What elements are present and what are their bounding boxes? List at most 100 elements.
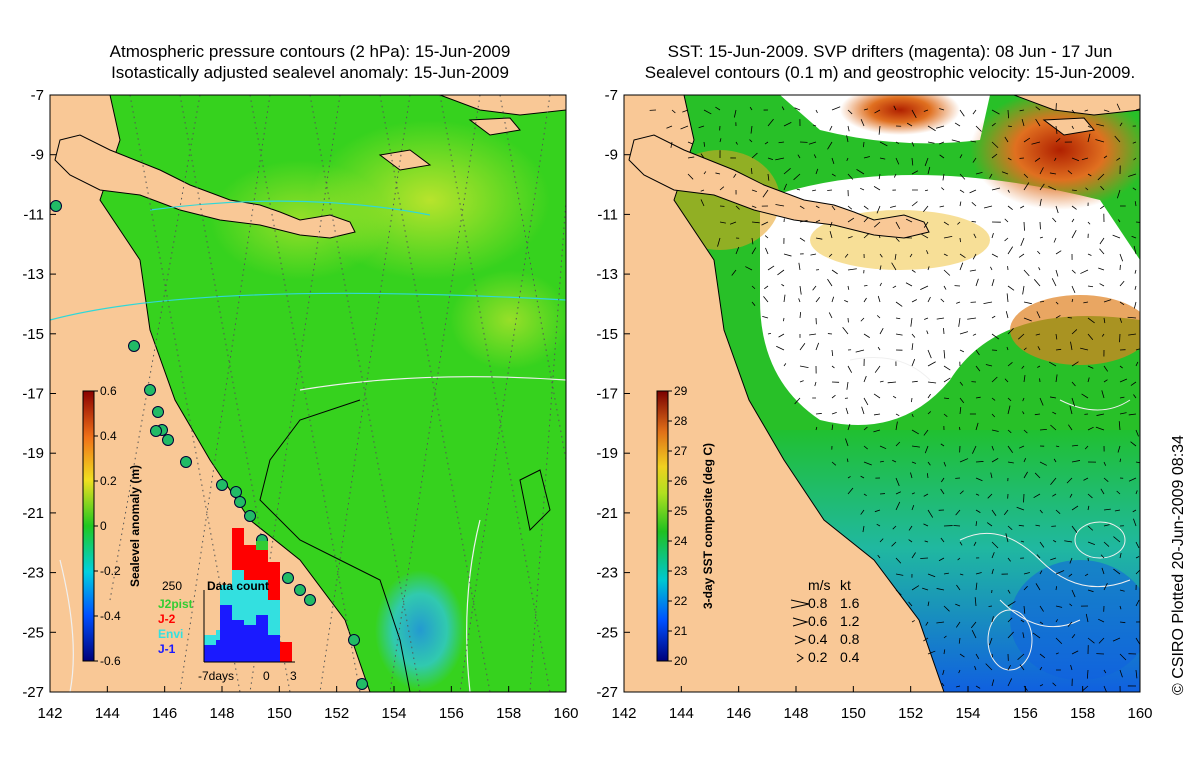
- pressure-contour: [299, 376, 566, 391]
- left-map: [50, 95, 566, 692]
- colorbar-tick: 25: [674, 504, 688, 518]
- reef-outline: [519, 469, 551, 532]
- y-tick-label: -11: [597, 206, 618, 223]
- y-tick-label: -19: [596, 445, 618, 462]
- pressure-contour: [50, 292, 566, 321]
- colorbar-tick: 0: [100, 519, 107, 533]
- new-guinea-landmass: [54, 134, 356, 239]
- data-count-x-mid: 0: [263, 669, 270, 683]
- island: [378, 149, 432, 171]
- coastline: [50, 95, 371, 692]
- velocity-legend-row: 0.8 1.6: [790, 595, 860, 611]
- x-tick-label: 142: [37, 705, 62, 722]
- sealevel-contours: [849, 357, 1131, 671]
- colorbar-tick: 22: [674, 594, 688, 608]
- y-tick-label: -19: [22, 445, 44, 462]
- right-colorbar: 29 28 27 26 25 24 23 22 21 20 3-day SST composite…: [656, 384, 715, 668]
- svg-text:0.2: 0.2: [808, 649, 828, 665]
- island: [1042, 117, 1095, 136]
- tide-gauge-marker: [348, 634, 360, 646]
- data-count-bars: [204, 528, 292, 662]
- x-tick-label: 152: [898, 705, 923, 722]
- tide-gauge-marker: [356, 678, 368, 690]
- y-tick-label: -7: [605, 87, 618, 104]
- bathymetry-contour: [259, 399, 411, 692]
- warm-water-area: [1010, 295, 1140, 365]
- x-tick-label: 146: [726, 705, 751, 722]
- tide-gauges: [50, 200, 368, 690]
- colorbar-tick: -0.2: [100, 564, 121, 578]
- right-y-axis: -7 -9 -11 -13 -15 -17 -19 -21 -23 -25 -27: [596, 87, 630, 701]
- data-count-legend-entry: Envi: [158, 627, 183, 641]
- australia-landmass: [50, 95, 370, 692]
- high-anomaly-area: [450, 270, 566, 370]
- left-title-line-2: Isotastically adjusted sealevel anomaly:…: [111, 63, 509, 82]
- colorbar-tick: 26: [674, 474, 688, 488]
- colorbar-tick: 0.2: [100, 474, 117, 488]
- x-tick-label: 146: [152, 705, 177, 722]
- svg-text:1.2: 1.2: [840, 613, 860, 629]
- left-x-axis: 142 144 146 148 150 152 154 156 158 160: [37, 686, 579, 722]
- velocity-legend-row: 0.2 0.4: [796, 649, 860, 665]
- warm-water-area: [970, 95, 1140, 210]
- coastline: [624, 95, 945, 692]
- svg-text:0.6: 0.6: [808, 613, 828, 629]
- tide-gauge-marker: [152, 406, 164, 418]
- y-tick-label: -9: [31, 147, 44, 164]
- x-tick-label: 160: [553, 705, 578, 722]
- x-tick-label: 144: [95, 705, 120, 722]
- tide-gauge-marker: [304, 594, 316, 606]
- velocity-header-kt: kt: [840, 577, 851, 593]
- left-title-line-1: Atmospheric pressure contours (2 hPa): 1…: [109, 42, 511, 61]
- colorbar-tick: 20: [674, 654, 688, 668]
- y-tick-label: -11: [23, 206, 44, 223]
- colorbar-tick: 27: [674, 444, 688, 458]
- island: [468, 117, 521, 136]
- tide-gauge-marker: [234, 496, 246, 508]
- y-tick-label: -9: [605, 147, 618, 164]
- x-tick-label: 148: [783, 705, 808, 722]
- cold-water-area: [1010, 560, 1140, 680]
- x-tick-label: 144: [669, 705, 694, 722]
- tide-gauge-marker: [216, 479, 228, 491]
- tide-gauge-marker: [144, 384, 156, 396]
- y-tick-label: -13: [22, 266, 44, 283]
- y-tick-label: -15: [596, 326, 618, 343]
- y-tick-label: -21: [596, 505, 618, 522]
- svg-text:0.4: 0.4: [840, 649, 860, 665]
- y-tick-label: -27: [22, 684, 44, 701]
- x-tick-label: 158: [1070, 705, 1095, 722]
- colorbar-tick: 21: [674, 624, 688, 638]
- left-colorbar: 0.6 0.4 0.2 0 -0.2 -0.4 -0.6 Sealevel anomaly …: [82, 384, 142, 668]
- y-tick-label: -25: [596, 624, 618, 641]
- y-tick-label: -17: [22, 386, 44, 403]
- x-tick-label: 150: [267, 705, 292, 722]
- tide-gauge-marker: [50, 200, 62, 212]
- new-britain-landmass: [439, 95, 566, 116]
- x-tick-label: 148: [209, 705, 234, 722]
- data-count-title: Data count: [207, 579, 269, 593]
- tide-gauge-marker: [150, 425, 162, 437]
- colorbar-label: 3-day SST composite (deg C): [701, 443, 715, 609]
- tide-gauge-marker: [128, 340, 140, 352]
- y-tick-label: -7: [31, 87, 44, 104]
- new-britain-landmass: [1013, 95, 1140, 116]
- tide-gauge-marker: [230, 486, 242, 498]
- x-tick-label: 160: [1127, 705, 1152, 722]
- y-tick-label: -13: [596, 266, 618, 283]
- altimeter-tracks: [109, 95, 566, 692]
- credit-text: © CSIRO Plotted 20-Jun-2009 08:34: [1170, 435, 1187, 695]
- x-tick-label: 154: [955, 705, 980, 722]
- colorbar-tick: 29: [674, 384, 688, 398]
- svg-text:0.4: 0.4: [808, 631, 828, 647]
- colorbar-label: Sealevel anomaly (m): [128, 465, 142, 587]
- x-tick-label: 154: [381, 705, 406, 722]
- colorbar-tick: 24: [674, 534, 688, 548]
- right-title-line-2: Sealevel contours (0.1 m) and geostrophi…: [644, 63, 1136, 82]
- colorbar-gradient: [656, 390, 669, 662]
- x-tick-label: 142: [611, 705, 636, 722]
- y-tick-label: -25: [22, 624, 44, 641]
- colorbar-tick: 0.6: [100, 384, 117, 398]
- y-tick-label: -23: [596, 565, 618, 582]
- y-tick-label: -23: [22, 565, 44, 582]
